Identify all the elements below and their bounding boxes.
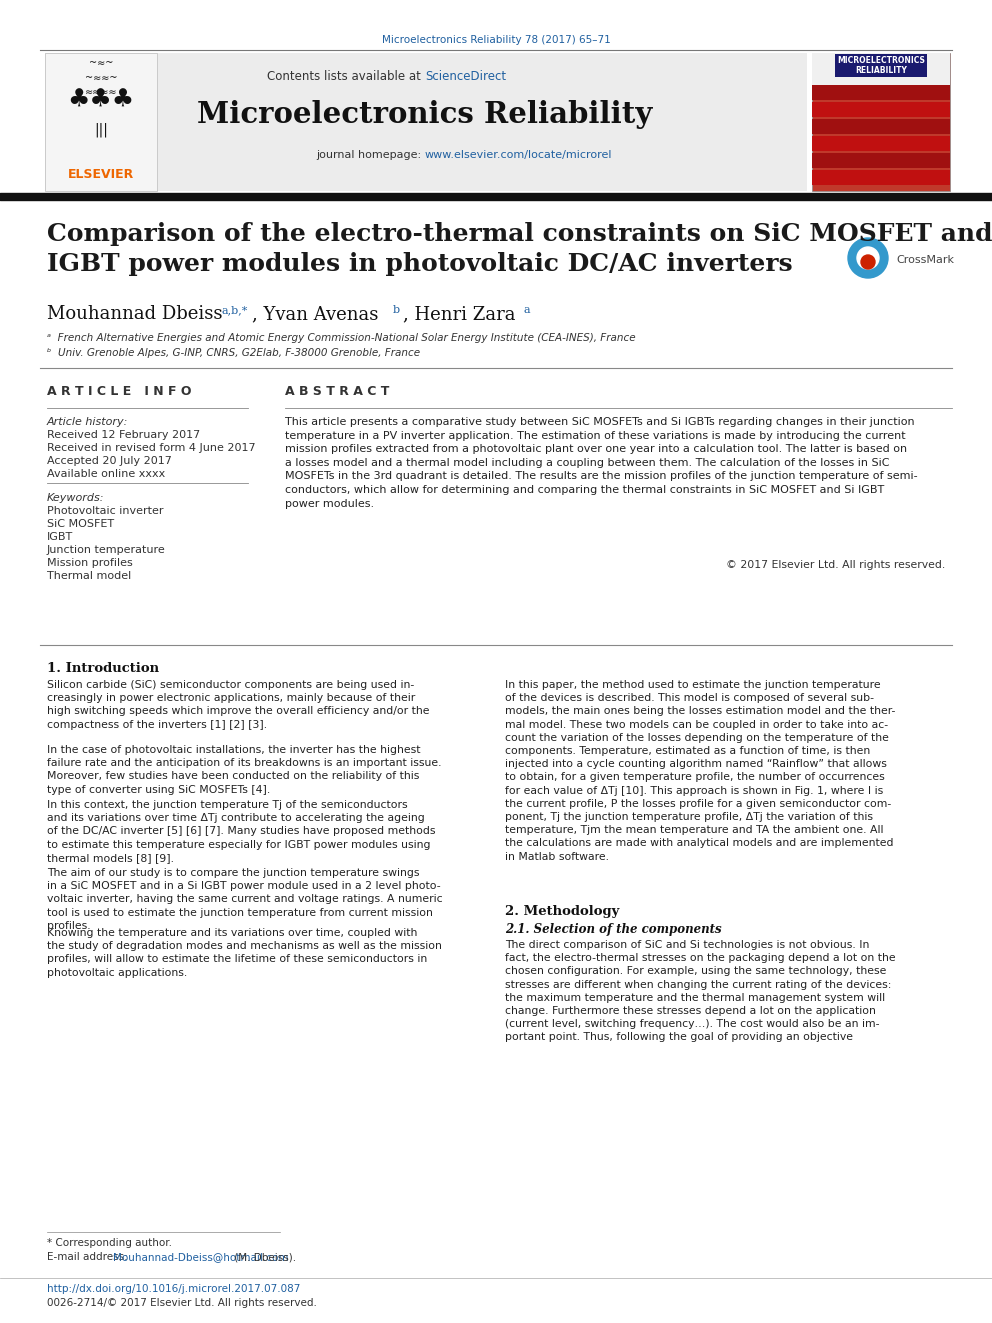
Text: Received in revised form 4 June 2017: Received in revised form 4 June 2017 [47, 443, 256, 452]
Text: Thermal model: Thermal model [47, 572, 131, 581]
Text: b: b [393, 306, 400, 315]
Bar [812, 85, 950, 101]
Bar [812, 53, 950, 85]
Bar [812, 169, 950, 185]
Text: ᵇ  Univ. Grenoble Alpes, G-INP, CNRS, G2Elab, F-38000 Grenoble, France: ᵇ Univ. Grenoble Alpes, G-INP, CNRS, G2E… [47, 348, 421, 359]
Bar [45, 53, 807, 191]
Bar [812, 102, 950, 116]
Text: The aim of our study is to compare the junction temperature swings
in a SiC MOSF: The aim of our study is to compare the j… [47, 868, 442, 931]
Text: The direct comparison of SiC and Si technologies is not obvious. In
fact, the el: The direct comparison of SiC and Si tech… [505, 941, 896, 1043]
Text: Microelectronics Reliability 78 (2017) 65–71: Microelectronics Reliability 78 (2017) 6… [382, 34, 610, 45]
Text: a,b,*: a,b,* [222, 306, 248, 315]
Text: 0026-2714/© 2017 Elsevier Ltd. All rights reserved.: 0026-2714/© 2017 Elsevier Ltd. All right… [47, 1298, 316, 1308]
Text: Microelectronics Reliability: Microelectronics Reliability [197, 101, 653, 130]
Text: In this paper, the method used to estimate the junction temperature
of the devic: In this paper, the method used to estima… [505, 680, 896, 861]
Text: CrossMark: CrossMark [896, 255, 954, 265]
Text: Article history:: Article history: [47, 417, 128, 427]
Text: Mouhannad Dbeiss: Mouhannad Dbeiss [47, 306, 222, 323]
Text: ♣♣♣: ♣♣♣ [67, 89, 135, 112]
Text: This article presents a comparative study between SiC MOSFETs and Si IGBTs regar: This article presents a comparative stud… [285, 417, 918, 508]
Text: Comparison of the electro-thermal constraints on SiC MOSFET and Si
IGBT power mo: Comparison of the electro-thermal constr… [47, 222, 992, 275]
Text: © 2017 Elsevier Ltd. All rights reserved.: © 2017 Elsevier Ltd. All rights reserved… [726, 560, 945, 570]
Text: , Henri Zara: , Henri Zara [403, 306, 516, 323]
Bar [812, 53, 950, 191]
Circle shape [857, 247, 879, 269]
Text: www.elsevier.com/locate/microrel: www.elsevier.com/locate/microrel [425, 149, 612, 160]
Text: Contents lists available at: Contents lists available at [268, 70, 425, 83]
Text: Knowing the temperature and its variations over time, coupled with
the study of : Knowing the temperature and its variatio… [47, 927, 441, 978]
Bar [812, 136, 950, 151]
Text: 2.1. Selection of the components: 2.1. Selection of the components [505, 923, 721, 935]
Text: 2. Methodology: 2. Methodology [505, 905, 619, 918]
Text: ELSEVIER: ELSEVIER [67, 168, 134, 181]
Text: ~≈≈~: ~≈≈~ [84, 71, 117, 82]
Text: a: a [523, 306, 530, 315]
Text: ~≈~: ~≈~ [89, 57, 113, 67]
Text: Silicon carbide (SiC) semiconductor components are being used in-
creasingly in : Silicon carbide (SiC) semiconductor comp… [47, 680, 430, 729]
Text: E-mail address:: E-mail address: [47, 1252, 131, 1262]
Text: ᵃ  French Alternative Energies and Atomic Energy Commission-National Solar Energ: ᵃ French Alternative Energies and Atomic… [47, 333, 636, 343]
Text: Received 12 February 2017: Received 12 February 2017 [47, 430, 200, 441]
Bar [45, 53, 157, 191]
Text: Photovoltaic inverter: Photovoltaic inverter [47, 505, 164, 516]
Text: In this context, the junction temperature Tj of the semiconductors
and its varia: In this context, the junction temperatur… [47, 800, 435, 863]
Text: |||: ||| [94, 123, 108, 138]
Text: Available online xxxx: Available online xxxx [47, 468, 166, 479]
Text: journal homepage:: journal homepage: [316, 149, 425, 160]
Text: ≈≈≈≈: ≈≈≈≈ [84, 87, 117, 97]
Text: Mission profiles: Mission profiles [47, 558, 133, 568]
Text: A B S T R A C T: A B S T R A C T [285, 385, 390, 398]
Text: SiC MOSFET: SiC MOSFET [47, 519, 114, 529]
Text: A R T I C L E   I N F O: A R T I C L E I N F O [47, 385, 191, 398]
Circle shape [861, 255, 875, 269]
Text: Accepted 20 July 2017: Accepted 20 July 2017 [47, 456, 172, 466]
Text: Junction temperature: Junction temperature [47, 545, 166, 556]
Text: , Yvan Avenas: , Yvan Avenas [252, 306, 378, 323]
Bar [812, 119, 950, 134]
Circle shape [848, 238, 888, 278]
Text: Mouhannad-Dbeiss@hotmail.com: Mouhannad-Dbeiss@hotmail.com [113, 1252, 289, 1262]
Text: Keywords:: Keywords: [47, 493, 104, 503]
Text: (M. Dbeiss).: (M. Dbeiss). [230, 1252, 296, 1262]
Text: In the case of photovoltaic installations, the inverter has the highest
failure : In the case of photovoltaic installation… [47, 745, 441, 795]
Bar [812, 153, 950, 168]
Text: IGBT: IGBT [47, 532, 73, 542]
Text: * Corresponding author.: * Corresponding author. [47, 1238, 172, 1248]
Text: MICROELECTRONICS
RELIABILITY: MICROELECTRONICS RELIABILITY [837, 56, 925, 75]
Text: http://dx.doi.org/10.1016/j.microrel.2017.07.087: http://dx.doi.org/10.1016/j.microrel.201… [47, 1285, 301, 1294]
Text: 1. Introduction: 1. Introduction [47, 662, 159, 675]
Text: ScienceDirect: ScienceDirect [425, 70, 506, 83]
